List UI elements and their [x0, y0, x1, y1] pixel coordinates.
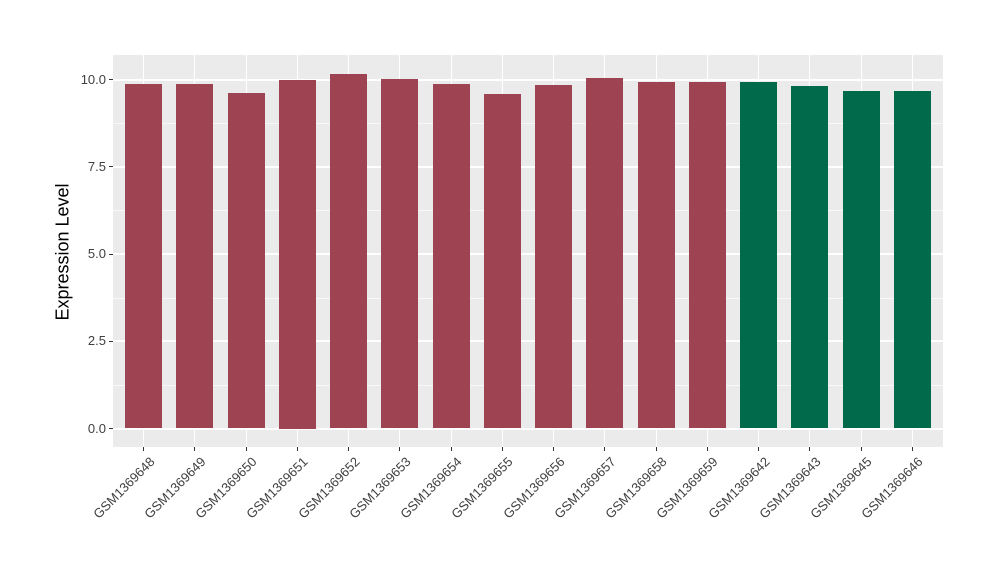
- y-tick-label: 5.0: [87, 246, 106, 261]
- gridline-minor: [113, 123, 943, 125]
- bar-GSM1369645: [842, 90, 880, 429]
- bar-GSM1369653: [381, 79, 419, 429]
- gridline-major: [113, 427, 943, 430]
- bar-GSM1369648: [125, 83, 162, 429]
- bar-GSM1369649: [176, 84, 214, 429]
- x-tick-mark: [245, 447, 247, 451]
- y-tick-mark: [109, 166, 113, 168]
- x-tick-mark: [194, 447, 196, 451]
- y-tick-mark: [109, 79, 113, 80]
- y-tick-label: 7.5: [87, 158, 106, 174]
- y-tick-mark: [109, 340, 113, 342]
- x-tick-mark: [450, 447, 452, 451]
- x-tick-mark: [655, 447, 657, 451]
- y-tick-mark: [109, 428, 113, 429]
- bar-GSM1369657: [586, 78, 624, 429]
- x-tick-mark: [706, 447, 708, 451]
- bar-GSM1369659: [688, 82, 726, 429]
- gridline-major: [113, 253, 943, 255]
- y-tick-label: 2.5: [87, 333, 106, 349]
- gridline-major: [113, 165, 943, 168]
- bar-GSM1369655: [483, 93, 521, 429]
- gridline-minor: [113, 297, 943, 299]
- x-tick-mark: [553, 447, 554, 451]
- gridline-minor: [113, 210, 943, 212]
- x-tick-mark: [399, 447, 401, 451]
- x-tick-mark: [501, 447, 503, 451]
- x-tick-mark: [296, 447, 298, 451]
- x-tick-mark: [860, 447, 862, 451]
- bar-GSM1369654: [432, 83, 470, 429]
- y-tick-label: 0.0: [87, 420, 106, 436]
- gridline-minor: [113, 384, 943, 386]
- bar-GSM1369643: [791, 86, 829, 429]
- x-tick-mark: [809, 447, 811, 451]
- y-tick-label: 10.0: [80, 71, 106, 87]
- bar-GSM1369642: [740, 81, 777, 429]
- y-tick-mark: [109, 253, 113, 255]
- bar-GSM1369656: [535, 85, 572, 429]
- bar-GSM1369646: [893, 91, 931, 429]
- x-tick-mark: [604, 447, 606, 451]
- bar-GSM1369658: [637, 81, 675, 429]
- gridline-major: [113, 78, 943, 81]
- bar-GSM1369651: [278, 79, 316, 429]
- plot-panel: [113, 55, 943, 447]
- bar-GSM1369652: [330, 73, 367, 429]
- x-tick-mark: [758, 447, 759, 451]
- x-tick-mark: [348, 447, 349, 451]
- bar-GSM1369650: [227, 93, 265, 429]
- gridline-major: [113, 340, 943, 343]
- x-tick-mark: [911, 447, 913, 451]
- x-tick-mark: [143, 447, 144, 451]
